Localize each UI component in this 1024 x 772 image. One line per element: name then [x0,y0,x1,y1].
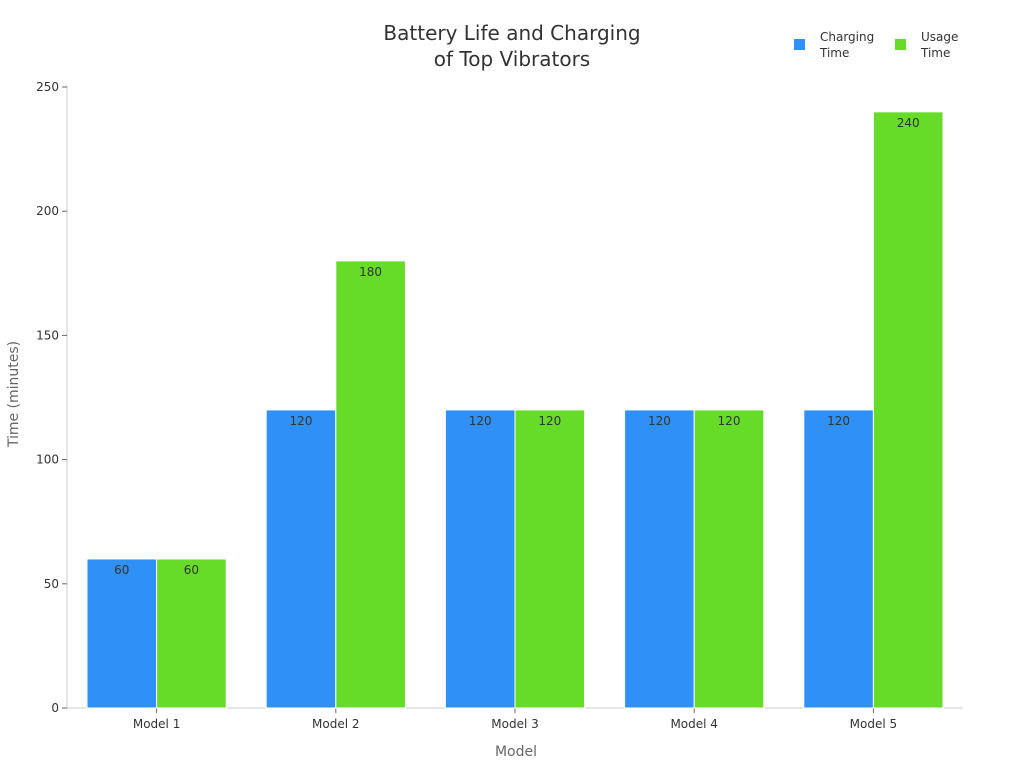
y-tick-label: 250 [36,80,59,94]
y-tick-label: 150 [36,328,59,342]
x-tick-label: Model 4 [670,717,717,731]
legend-label: Time [920,46,950,60]
bar [514,409,586,709]
y-axis-label: Time (minutes) [6,341,22,448]
bar-data-label: 180 [359,265,382,279]
legend-swatch [895,39,906,50]
x-tick-label: Model 1 [133,717,180,731]
y-tick-label: 50 [44,577,59,591]
chart-title-line-1: Battery Life and Charging [383,21,640,45]
y-tick-label: 0 [51,701,59,715]
x-tick-label: Model 5 [850,717,897,731]
bar [872,111,944,709]
bar-data-label: 60 [114,563,129,577]
bar-data-label: 120 [718,414,741,428]
bar [803,409,874,709]
bar-data-label: 120 [648,414,671,428]
bar [335,260,406,709]
legend-label: Time [819,46,849,60]
x-axis-label: Model [495,744,537,760]
bar-data-label: 240 [897,116,920,130]
bar-data-label: 120 [290,414,313,428]
y-tick-label: 200 [36,204,59,218]
legend: Charging Time Usage Time [794,30,958,60]
x-tick-label: Model 2 [312,717,359,731]
legend-label: Usage [921,30,958,44]
bar [86,558,158,709]
bar [444,409,516,709]
bar [265,409,337,709]
bar-data-label: 60 [184,563,199,577]
y-tick-label: 100 [36,453,59,467]
chart-title-line-2: of Top Vibrators [434,47,590,71]
bar-data-label: 120 [469,414,492,428]
bar [624,409,695,709]
bar-data-label: 120 [827,414,850,428]
bar [156,558,227,709]
legend-label: Charging [820,30,874,44]
legend-swatch [794,39,805,50]
bar [693,409,765,709]
bar-data-label: 120 [538,414,561,428]
x-tick-label: Model 3 [491,717,538,731]
